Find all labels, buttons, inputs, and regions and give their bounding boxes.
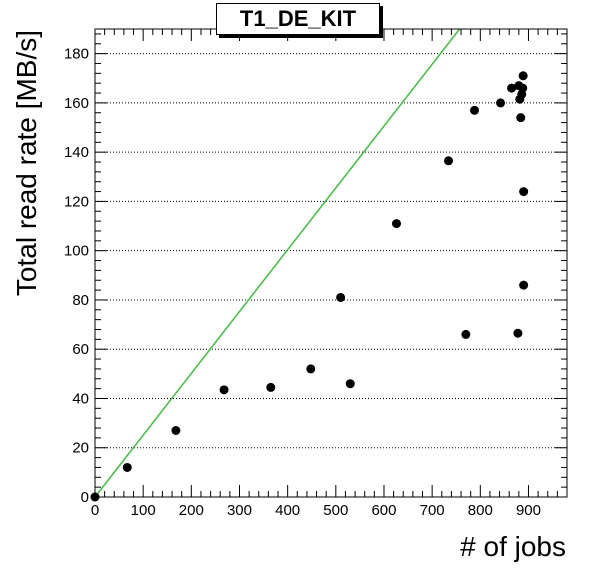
data-point-6 <box>336 292 346 302</box>
data-point-3 <box>219 385 229 395</box>
x-tick-label-1: 100 <box>131 502 156 519</box>
x-tick-label-8: 800 <box>468 502 493 519</box>
x-tick-label-9: 900 <box>516 502 541 519</box>
data-point-13 <box>507 83 517 93</box>
data-point-20 <box>518 71 528 81</box>
data-points <box>90 71 529 502</box>
data-point-14 <box>513 328 523 338</box>
y-tick-label-3: 60 <box>72 341 89 358</box>
data-point-19 <box>518 83 528 93</box>
x-tick-label-5: 500 <box>323 502 348 519</box>
chart-title: T1_DE_KIT <box>216 3 380 35</box>
data-point-12 <box>496 98 506 108</box>
x-tick-label-2: 200 <box>179 502 204 519</box>
x-tick-label-7: 700 <box>420 502 445 519</box>
y-tick-label-7: 140 <box>64 144 89 161</box>
data-point-8 <box>392 219 402 229</box>
y-axis-label: Total read rate [MB/s] <box>11 30 42 296</box>
plot-frame <box>94 28 568 498</box>
y-tick-label-0: 0 <box>81 489 89 506</box>
y-tick-label-9: 180 <box>64 46 89 63</box>
y-tick-label-6: 120 <box>64 193 89 210</box>
y-tick-label-2: 40 <box>72 390 89 407</box>
data-point-1 <box>122 462 132 472</box>
y-tick-label-4: 80 <box>72 292 89 309</box>
x-axis-ticks: 0 100 200 300 400 500 600 700 800 900 <box>91 29 568 519</box>
x-tick-label-0: 0 <box>91 502 99 519</box>
x-tick-label-3: 300 <box>227 502 252 519</box>
y-tick-label-5: 100 <box>64 243 89 260</box>
x-axis-label: # of jobs <box>460 531 566 562</box>
x-tick-label-6: 600 <box>371 502 396 519</box>
data-point-4 <box>266 382 276 392</box>
grid-lines <box>95 53 567 449</box>
data-point-9 <box>444 156 454 166</box>
y-tick-label-1: 20 <box>72 440 89 457</box>
data-point-11 <box>470 105 480 115</box>
y-tick-label-8: 160 <box>64 95 89 112</box>
data-point-17 <box>516 113 526 123</box>
y-axis-ticks: 0 20 40 60 80 100 120 140 160 180 <box>64 33 567 506</box>
data-point-2 <box>171 425 181 435</box>
data-point-5 <box>306 364 316 374</box>
data-point-22 <box>519 280 529 290</box>
reference-line <box>94 28 461 498</box>
data-point-21 <box>519 187 529 197</box>
x-tick-label-4: 400 <box>275 502 300 519</box>
reference-line-segment <box>94 28 461 498</box>
data-point-10 <box>461 329 471 339</box>
data-point-7 <box>345 379 355 389</box>
